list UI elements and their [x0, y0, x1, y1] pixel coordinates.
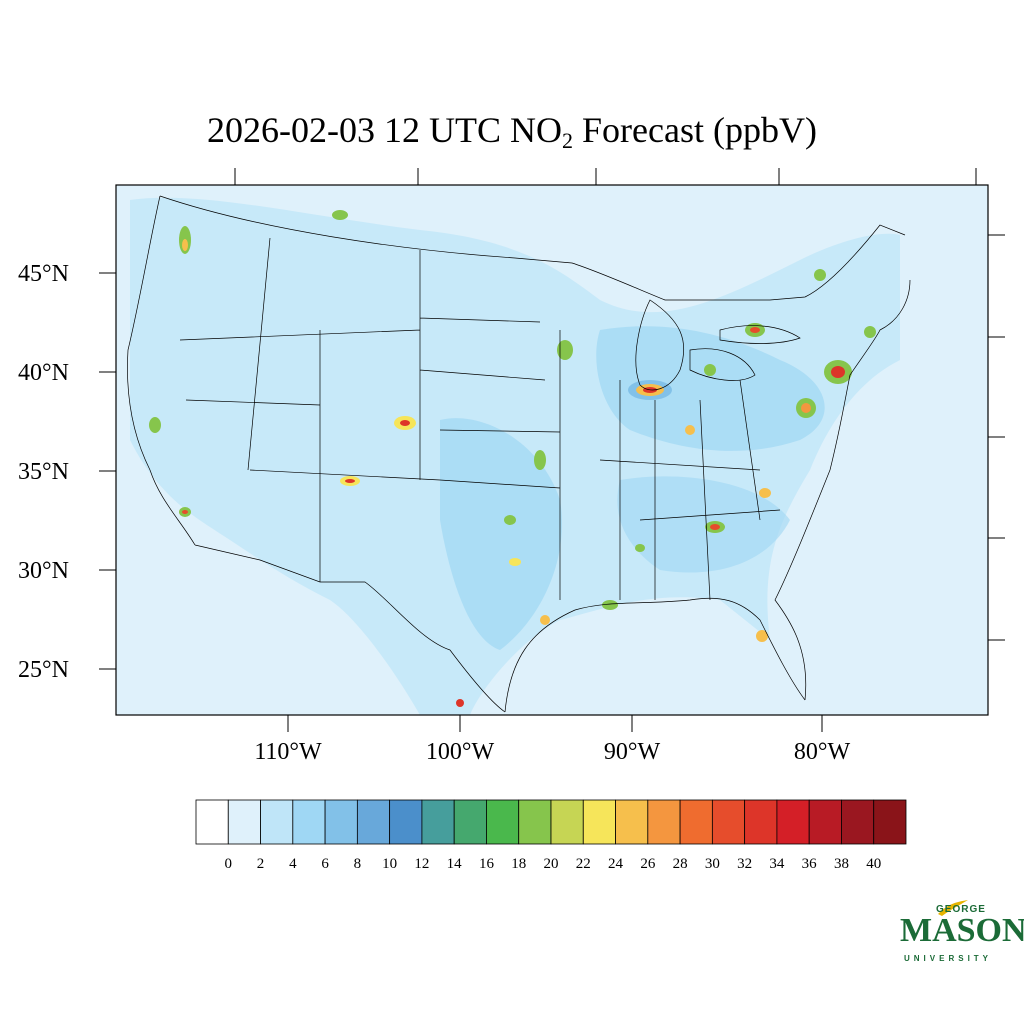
lon-label-100w: 100°W	[425, 739, 495, 765]
logo-swoosh-icon	[938, 900, 968, 916]
colorbar-swatch	[227, 799, 261, 845]
lat-label-45: 45°N	[18, 261, 69, 287]
hotspots	[149, 210, 876, 707]
map-frame	[115, 184, 989, 716]
colorbar-swatch	[873, 799, 907, 845]
colorbar-tick-label: 22	[575, 856, 591, 872]
colorbar-swatch	[679, 799, 713, 845]
map-title: 2026-02-03 12 UTC NO2 Forecast (ppbV)	[207, 110, 817, 153]
colorbar-tick-label: 36	[801, 856, 817, 872]
colorbar-tick-label: 30	[704, 856, 720, 872]
colorbar-swatch	[711, 799, 746, 845]
colorbar-swatch	[518, 799, 552, 845]
logo-university: UNIVERSITY	[904, 954, 993, 963]
colorbar-tick-label: 16	[478, 856, 494, 872]
bottom-ticks	[287, 715, 823, 732]
boundaries	[127, 195, 911, 713]
colorbar-tick-label: 40	[866, 856, 882, 872]
left-ticks	[99, 272, 116, 670]
colorbar-tick-label: 0	[224, 856, 233, 872]
lat-label-35: 35°N	[18, 459, 69, 485]
colorbar-tick-label: 12	[414, 856, 430, 872]
colorbar-swatch	[324, 799, 358, 845]
colorbar-swatch	[389, 799, 423, 845]
colorbar-swatch	[615, 799, 649, 845]
colorbar-swatch	[292, 799, 326, 845]
colorbar-tick-label: 26	[640, 856, 656, 872]
colorbar-swatch	[744, 799, 778, 845]
concentration-field	[130, 197, 900, 715]
colorbar-swatch	[421, 799, 455, 845]
colorbar-swatch	[453, 799, 487, 845]
colorbar-tick-label: 28	[672, 856, 688, 872]
right-ticks	[988, 234, 1005, 641]
colorbar-swatch	[356, 799, 391, 845]
colorbar-tick-label: 20	[543, 856, 559, 872]
colorbar-swatch	[195, 799, 229, 845]
colorbar-swatch	[841, 799, 875, 845]
logo-mason: MASON	[900, 912, 1024, 949]
colorbar-tick-label: 18	[511, 856, 527, 872]
lon-label-110w: 110°W	[254, 739, 322, 765]
colorbar-tick-label: 2	[256, 856, 265, 872]
colorbar-swatch	[260, 799, 294, 845]
lon-label-90w: 90°W	[603, 739, 661, 765]
colorbar	[195, 799, 907, 845]
lat-label-40: 40°N	[18, 360, 69, 386]
logo-george: GEORGE	[936, 904, 986, 915]
colorbar-swatch	[582, 799, 616, 845]
lon-label-80w: 80°W	[793, 739, 851, 765]
colorbar-tick-label: 8	[353, 856, 362, 872]
colorbar-tick-label: 38	[833, 856, 849, 872]
colorbar-tick-label: 6	[321, 856, 329, 872]
colorbar-swatch	[486, 799, 520, 845]
colorbar-swatch	[647, 799, 681, 845]
colorbar-tick-label: 34	[769, 856, 785, 872]
colorbar-swatch	[550, 799, 584, 845]
gmu-logo: GEORGE MASON UNIVERSITY	[898, 898, 1024, 970]
colorbar-tick-label: 32	[737, 856, 753, 872]
colorbar-tick-label: 24	[608, 856, 624, 872]
colorbar-swatch	[776, 799, 810, 845]
lat-label-25: 25°N	[18, 657, 69, 683]
colorbar-swatch	[808, 799, 842, 845]
colorbar-tick-label: 10	[382, 856, 398, 872]
top-ticks	[234, 168, 977, 185]
colorbar-tick-label: 4	[289, 856, 297, 872]
colorbar-tick-label: 14	[446, 856, 462, 872]
lat-label-30: 30°N	[18, 558, 69, 584]
